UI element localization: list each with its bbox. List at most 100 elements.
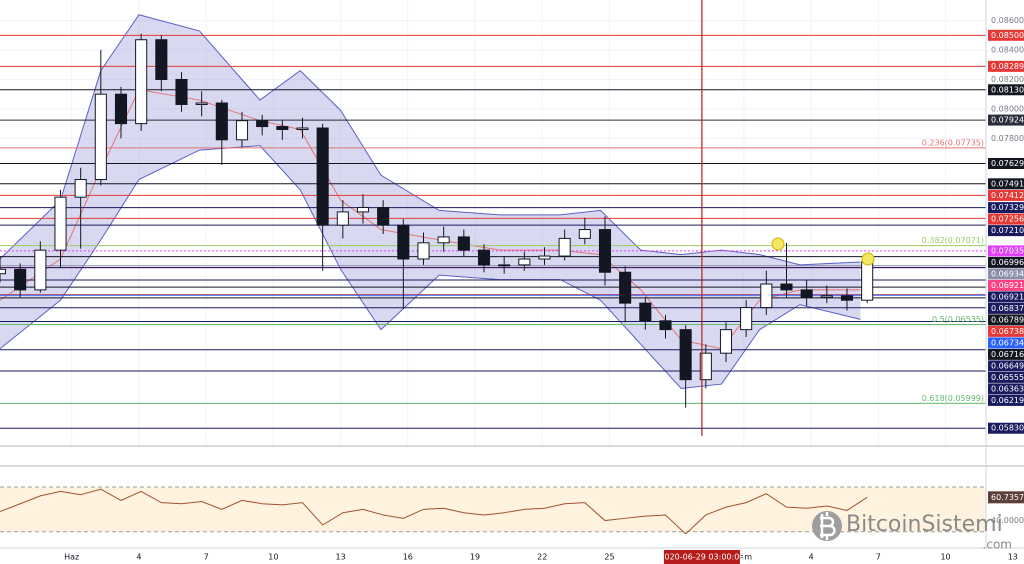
level-label: 0.06996 (991, 258, 1024, 267)
candle-body (800, 289, 813, 298)
watermark-domain: .com (983, 538, 1012, 552)
level-label: 0.07256 (991, 215, 1024, 224)
x-tick-label: 25 (604, 553, 614, 562)
level-tag (988, 189, 1024, 201)
watermark: BitcoinSistemi .com (812, 511, 1012, 552)
candle-body (699, 352, 712, 381)
candle-body (155, 39, 168, 80)
candle-body (0, 268, 7, 275)
level-tag (988, 213, 1024, 225)
x-tick-label: 4 (136, 553, 141, 562)
level-tag (988, 29, 1024, 41)
candle-body (619, 271, 632, 304)
level-tag (988, 325, 1024, 337)
candle-body (861, 261, 874, 301)
y-tick-label: 0.08200 (991, 75, 1024, 84)
level-label: 0.06649 (991, 361, 1024, 370)
level-label: 0.07035 (991, 246, 1024, 255)
level-label: 0.06734 (991, 338, 1024, 347)
y-tick-label: 40.0000 (991, 516, 1024, 525)
candle-body (34, 249, 47, 291)
candle-body (659, 320, 672, 331)
level-label: 0.06555 (991, 373, 1024, 382)
level-tag (988, 291, 1024, 303)
candle-body (719, 329, 733, 354)
level-tag (988, 114, 1024, 126)
level-label: 0.06716 (991, 350, 1024, 359)
level-label: 0.06837 (991, 304, 1024, 313)
level-tag (988, 337, 1024, 349)
fib-label: 0.382(0.07071) (922, 236, 984, 245)
band-lower (0, 145, 861, 390)
watermark-name: BitcoinSistemi (846, 512, 1003, 537)
candle-body (356, 206, 370, 213)
price-pane: 0.236(0.07735) 0.382(0.07071) 0.5(0.06535)… (0, 0, 986, 446)
candle-body (558, 237, 571, 257)
y-tick-label: 0.08400 (991, 46, 1024, 55)
level-label: 0.08500 (991, 31, 1024, 40)
candle-body (54, 196, 67, 251)
level-label: 0.06934 (991, 269, 1024, 278)
x-tick-label: Tem (735, 553, 752, 562)
candle-body (74, 179, 87, 198)
watermark-logo-glyph (820, 512, 836, 540)
x-tick-label: 13 (1008, 553, 1018, 562)
band-upper (0, 14, 861, 266)
candle-body (477, 249, 491, 266)
level-label: 0.05830 (991, 424, 1024, 433)
level-label: 0.07412 (991, 191, 1024, 200)
candle-body (316, 127, 329, 226)
candle-body (114, 93, 128, 125)
level-tag (988, 256, 1024, 268)
highlight-marker (771, 237, 785, 251)
candle-body (377, 206, 390, 226)
level-label: 0.07491 (991, 179, 1024, 188)
level-tag (988, 302, 1024, 314)
candle-body (679, 329, 692, 381)
candle-body (639, 302, 652, 322)
candle-body (820, 295, 833, 298)
level-label: 0.06219 (991, 396, 1024, 405)
candle-body (397, 224, 410, 260)
candle-body (235, 120, 249, 141)
candle-body (538, 255, 551, 260)
level-tag (988, 394, 1024, 406)
x-tick-label: 16 (403, 553, 413, 562)
level-label: 0.06738 (991, 327, 1024, 336)
cursor-tag (663, 550, 740, 564)
candle-body (94, 93, 107, 181)
cursor-label: 2020-06-29 03:00:00 (659, 553, 744, 562)
level-tag (988, 422, 1024, 434)
level-label: 0.08130 (991, 85, 1024, 94)
level-tag (988, 348, 1024, 360)
level-label: 0.06789 (991, 315, 1024, 324)
level-label: 0.07924 (991, 116, 1024, 125)
level-label: 0.07210 (991, 226, 1024, 235)
level-tag (988, 60, 1024, 72)
fib-label: 0.618(0.05999) (922, 394, 984, 403)
candle-body (760, 283, 773, 309)
x-tick-label: 22 (537, 553, 547, 562)
y-tick-label: 0.08000 (991, 104, 1024, 113)
x-tick-label: 10 (268, 553, 278, 562)
fib-label: 0.5(0.06535) (932, 315, 984, 324)
x-tick-label: 19 (470, 553, 480, 562)
fib-label: 0.236(0.07735) (922, 138, 984, 147)
level-label: 0.06921 (991, 281, 1024, 290)
candle-body (780, 283, 793, 291)
x-tick-label: 4 (809, 553, 814, 562)
level-label: 0.06921 (991, 292, 1024, 301)
level-tag (988, 383, 1024, 395)
level-tag (988, 371, 1024, 383)
level-tag (988, 279, 1024, 291)
candle-body (578, 229, 591, 239)
candle-body (336, 211, 349, 226)
candle-body (215, 102, 228, 141)
candle-body (195, 102, 208, 105)
candle-body (518, 258, 531, 266)
y-tick-label: 0.08600 (991, 16, 1024, 25)
level-tag (988, 360, 1024, 372)
candle-body (14, 268, 27, 291)
